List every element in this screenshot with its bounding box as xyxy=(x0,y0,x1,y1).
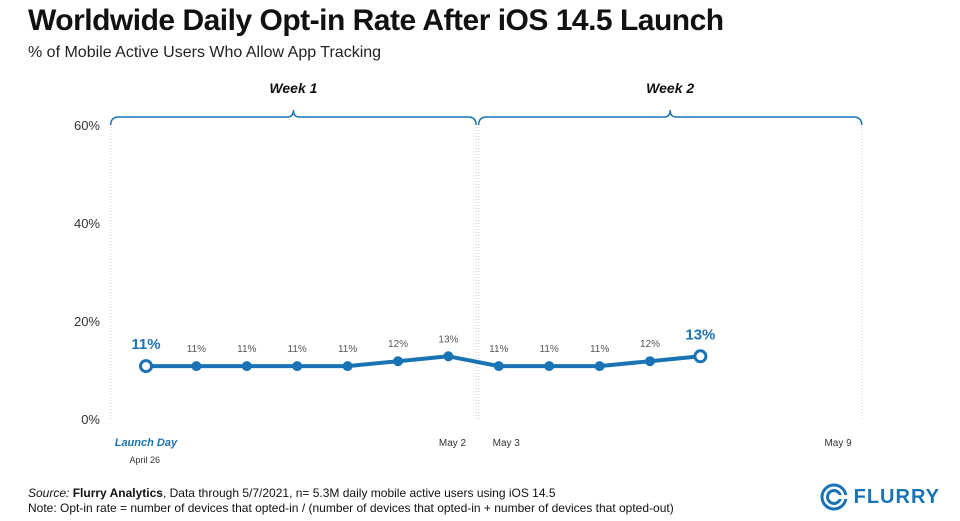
x-annotation-sublabel: April 26 xyxy=(129,455,160,465)
week-bracket xyxy=(477,109,863,126)
y-tick-label: 40% xyxy=(74,216,100,231)
data-label: 12% xyxy=(388,339,408,350)
y-tick-label: 0% xyxy=(81,412,100,427)
data-point xyxy=(241,361,252,372)
data-point xyxy=(493,361,504,372)
data-point xyxy=(342,361,353,372)
data-point-highlight xyxy=(139,359,153,374)
data-label-highlight: 11% xyxy=(131,336,160,353)
week-label: Week 1 xyxy=(269,80,317,96)
data-label: 12% xyxy=(640,339,660,350)
chart-subtitle: % of Mobile Active Users Who Allow App T… xyxy=(28,44,382,61)
data-point xyxy=(544,361,555,372)
data-label: 11% xyxy=(590,344,609,355)
week-label: Week 2 xyxy=(646,80,694,96)
source-name: Flurry Analytics xyxy=(72,486,163,500)
data-point xyxy=(393,356,403,367)
source-line: Source: Flurry Analytics, Data through 5… xyxy=(28,486,674,501)
flurry-logo-icon xyxy=(820,483,848,511)
data-label: 11% xyxy=(540,344,559,355)
data-point xyxy=(443,351,454,362)
x-annotation-label: May 3 xyxy=(493,438,521,449)
flurry-logo: FLURRY xyxy=(820,483,940,511)
week-bracket xyxy=(109,109,477,126)
logo-text: FLURRY xyxy=(853,485,940,508)
data-label-highlight: 13% xyxy=(685,326,715,343)
footer: Source: Flurry Analytics, Data through 5… xyxy=(28,486,674,516)
data-label: 11% xyxy=(288,344,307,355)
data-point xyxy=(594,361,605,372)
y-tick-label: 20% xyxy=(74,314,100,329)
y-tick-label: 60% xyxy=(74,118,100,133)
data-label: 11% xyxy=(237,344,256,355)
data-label: 13% xyxy=(438,334,458,345)
data-point xyxy=(191,361,202,372)
x-annotation-label: May 2 xyxy=(439,438,467,449)
series-line xyxy=(144,354,703,369)
source-prefix: Source: xyxy=(28,486,70,500)
data-label: 11% xyxy=(489,344,508,355)
line-chart: 0% 20% 40% 60% Week 1 Week 2 11% 11% 11% 11% 11% 12… xyxy=(74,80,863,465)
data-label: 11% xyxy=(338,344,357,355)
note-line: Note: Opt-in rate = number of devices th… xyxy=(28,501,674,515)
data-label: 11% xyxy=(187,344,206,355)
data-point-highlight xyxy=(693,349,708,364)
chart-title: Worldwide Daily Opt-in Rate After iOS 14… xyxy=(28,4,724,37)
x-annotation-label: May 9 xyxy=(824,438,852,449)
data-point xyxy=(645,356,655,367)
source-details: , Data through 5/7/2021, n= 5.3M daily m… xyxy=(162,486,556,500)
x-annotation-label: Launch Day xyxy=(115,437,178,449)
data-point xyxy=(292,361,303,372)
